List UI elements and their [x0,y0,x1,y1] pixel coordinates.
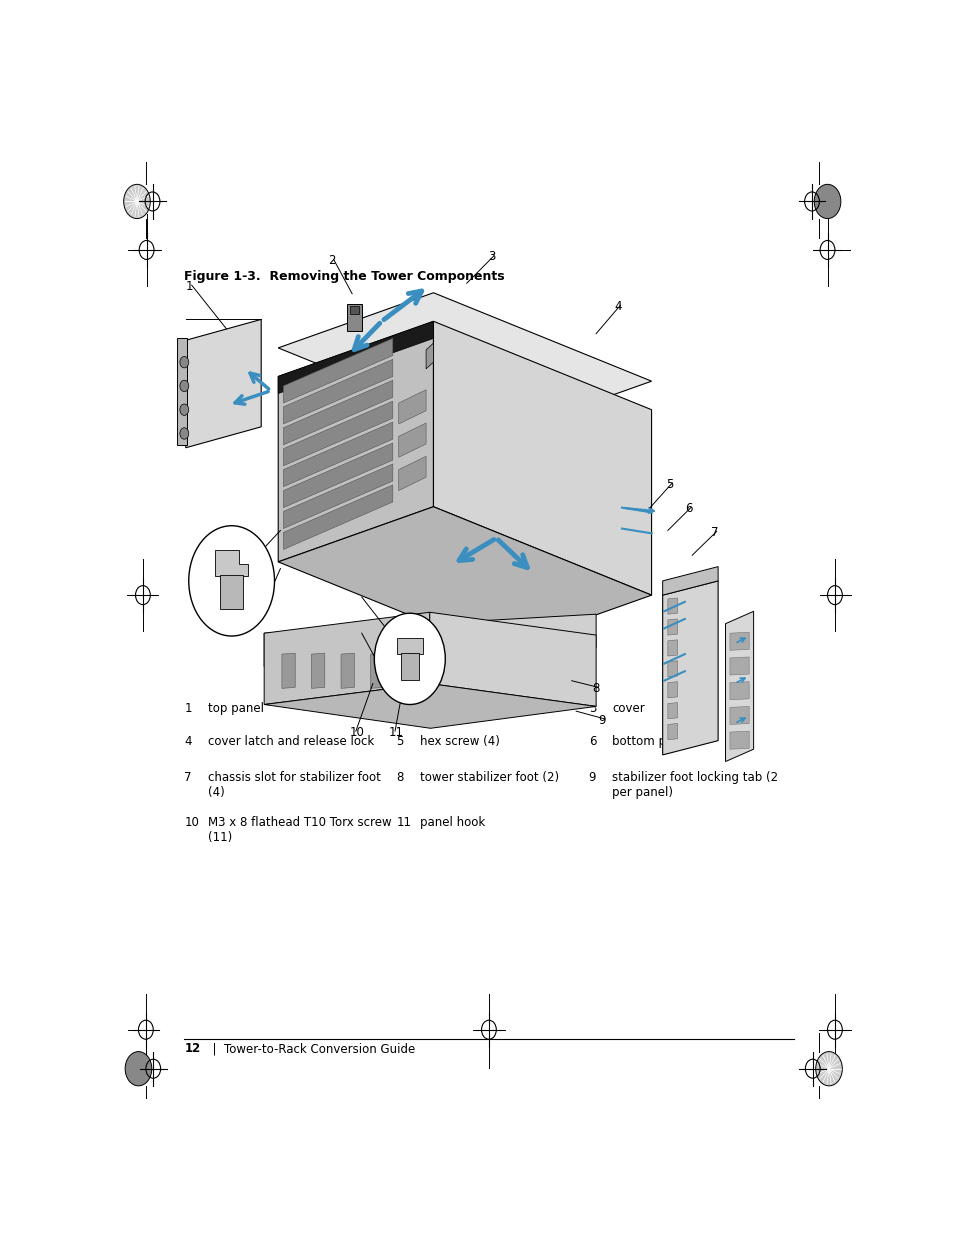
Text: 4: 4 [184,735,192,748]
Circle shape [124,184,151,219]
Text: 10: 10 [184,816,199,829]
Polygon shape [283,401,393,466]
Polygon shape [667,661,677,677]
Text: 2: 2 [396,701,403,715]
Polygon shape [283,359,393,424]
Text: panel hook: panel hook [419,816,485,829]
Polygon shape [729,682,748,700]
Text: hex screw (top panel): hex screw (top panel) [419,701,548,715]
Text: 9: 9 [588,771,596,784]
Polygon shape [264,614,596,667]
Polygon shape [729,657,748,676]
Text: 2: 2 [328,254,335,267]
Polygon shape [667,598,677,614]
Polygon shape [400,653,418,679]
Text: M3 x 8 flathead T10 Torx screw
(11): M3 x 8 flathead T10 Torx screw (11) [208,816,391,844]
Circle shape [180,427,189,440]
Polygon shape [667,619,677,635]
Polygon shape [283,338,393,403]
Polygon shape [283,485,393,550]
Text: 1: 1 [184,701,192,715]
Polygon shape [311,653,324,688]
Polygon shape [662,567,718,595]
Text: bottom panel: bottom panel [612,735,691,748]
Text: Removing the Tower Components: Removing the Tower Components [252,270,504,283]
Text: 8: 8 [592,682,599,695]
Polygon shape [278,321,433,562]
Text: top panel: top panel [208,701,264,715]
Polygon shape [283,443,393,508]
Polygon shape [667,682,677,698]
Text: 5: 5 [665,478,673,490]
Text: 11: 11 [396,816,411,829]
Polygon shape [264,684,596,729]
Circle shape [815,1052,841,1086]
Circle shape [180,380,189,391]
Polygon shape [278,293,651,436]
Text: cover: cover [612,701,644,715]
Polygon shape [429,613,596,706]
Polygon shape [433,321,651,595]
Circle shape [189,526,274,636]
Polygon shape [219,576,243,609]
Text: 6: 6 [588,735,596,748]
Circle shape [125,1052,152,1086]
Text: 10: 10 [350,726,364,739]
Polygon shape [426,343,433,369]
Polygon shape [724,611,753,762]
Polygon shape [667,703,677,719]
Text: stabilizer foot locking tab (2
per panel): stabilizer foot locking tab (2 per panel… [612,771,778,799]
Polygon shape [283,464,393,529]
Text: |  Tower-to-Rack Conversion Guide: | Tower-to-Rack Conversion Guide [205,1042,415,1055]
Polygon shape [667,724,677,740]
Polygon shape [729,731,748,750]
Polygon shape [282,653,294,688]
Polygon shape [398,424,426,457]
Polygon shape [176,338,187,445]
Polygon shape [215,551,248,576]
Polygon shape [341,653,354,688]
Text: 3: 3 [588,701,596,715]
Text: 12: 12 [184,1042,200,1055]
Text: 9: 9 [598,714,605,726]
Polygon shape [283,380,393,445]
Polygon shape [398,456,426,490]
Circle shape [180,404,189,415]
Polygon shape [662,580,718,755]
Polygon shape [729,706,748,725]
Circle shape [374,614,445,704]
Text: 11: 11 [389,726,404,739]
Text: chassis slot for stabilizer foot
(4): chassis slot for stabilizer foot (4) [208,771,380,799]
Polygon shape [350,306,358,314]
Text: 3: 3 [488,251,495,263]
Text: 1: 1 [186,280,193,293]
Circle shape [180,357,189,368]
Polygon shape [347,304,361,331]
Circle shape [813,184,840,219]
Polygon shape [370,653,383,688]
Polygon shape [264,613,429,704]
Polygon shape [283,422,393,487]
Text: 7: 7 [710,526,718,540]
Text: 6: 6 [684,503,692,515]
Text: 8: 8 [396,771,403,784]
Polygon shape [729,632,748,651]
Polygon shape [278,321,433,394]
Polygon shape [278,506,651,651]
Text: cover latch and release lock: cover latch and release lock [208,735,374,748]
Polygon shape [396,638,423,655]
Text: 5: 5 [396,735,403,748]
Text: Figure 1-3.: Figure 1-3. [184,270,261,283]
Polygon shape [398,390,426,424]
Text: hex screw (4): hex screw (4) [419,735,499,748]
Polygon shape [186,320,261,448]
Text: 4: 4 [614,300,621,312]
Text: 7: 7 [184,771,192,784]
Polygon shape [667,640,677,656]
Text: tower stabilizer foot (2): tower stabilizer foot (2) [419,771,558,784]
